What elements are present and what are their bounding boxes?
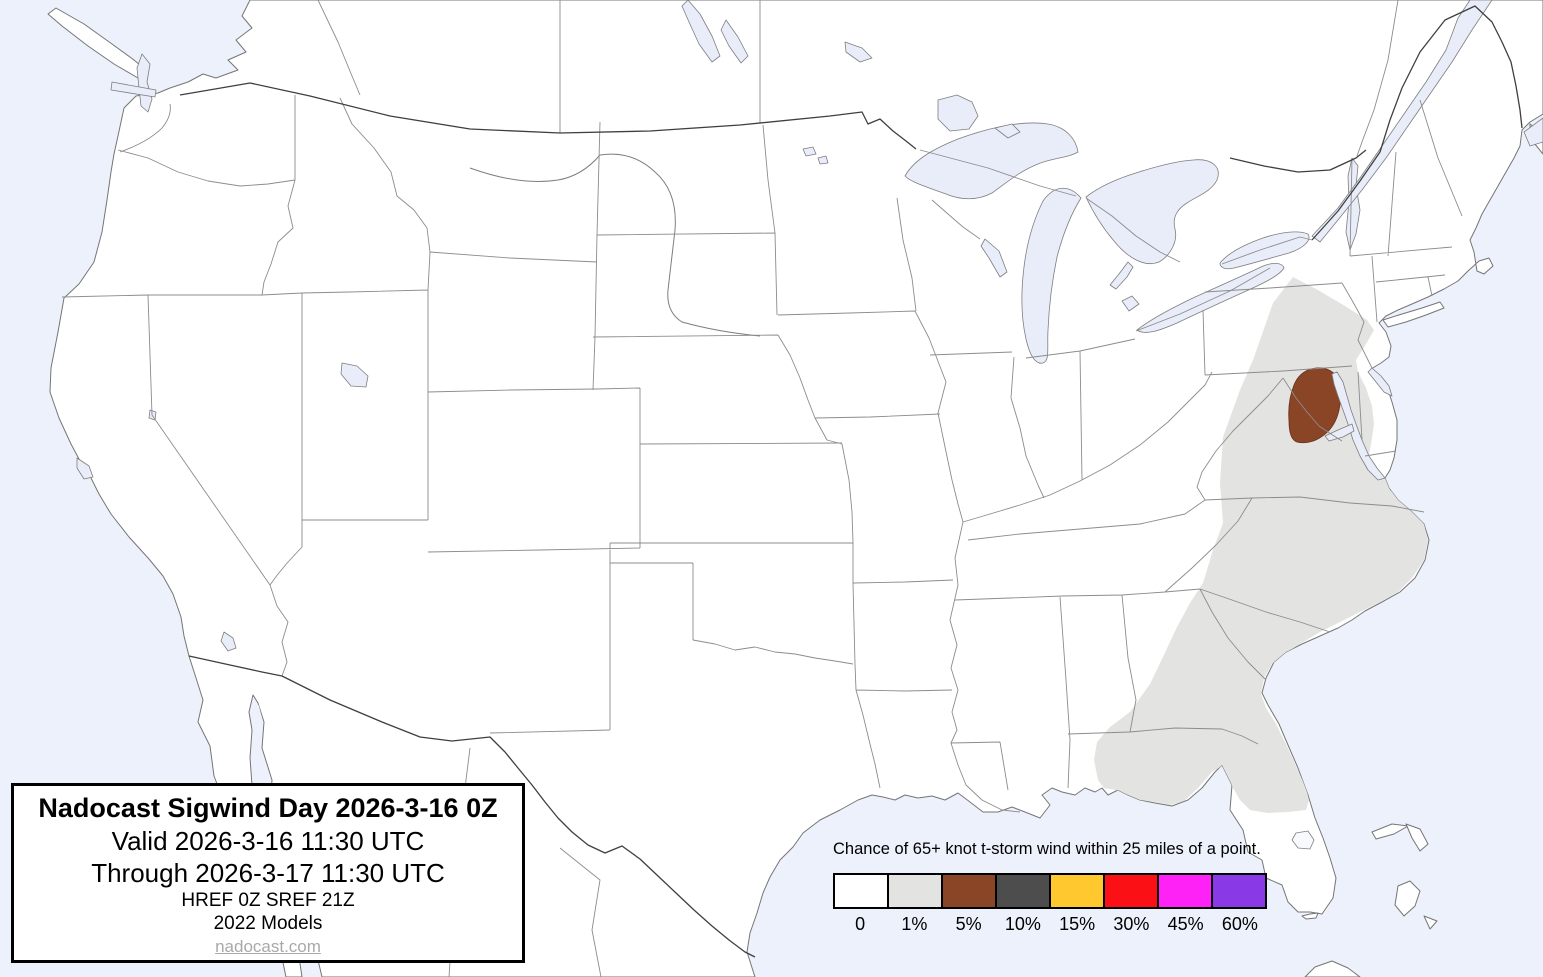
missouri-river-upper <box>469 154 601 182</box>
puget-sound <box>136 53 153 113</box>
lake-champlain <box>1345 157 1361 251</box>
legend-bin-label: 15% <box>1059 914 1096 934</box>
forecast-title-box: Nadocast Sigwind Day 2026-3-16 0Z Valid … <box>11 783 525 963</box>
green-bay <box>980 238 1008 278</box>
nadocast-website-link[interactable]: nadocast.com <box>215 936 321 956</box>
legend-swatch-0 <box>833 873 889 909</box>
legend-labels-row: 0 1% 5% 10% 15% 30% 45% 60% <box>833 914 1267 935</box>
legend-bin-label: 60% <box>1221 914 1258 934</box>
great-salt-lake <box>340 362 369 388</box>
san-francisco-bay <box>76 457 94 480</box>
legend-caption: Chance of 65+ knot t-storm wind within 2… <box>833 840 1261 858</box>
bahamas-island <box>1394 880 1421 917</box>
strait-of-juan-de-fuca <box>110 81 157 98</box>
bay-of-fundy <box>1523 117 1543 147</box>
legend-swatch-45pct <box>1157 873 1213 909</box>
long-island <box>1382 301 1445 328</box>
bahamas-island <box>1423 915 1438 930</box>
international-borders <box>179 5 1523 958</box>
columbia-river <box>119 103 171 153</box>
lake-huron <box>1085 159 1219 264</box>
rainy-lake <box>994 123 1021 139</box>
bahamas-island <box>1371 823 1409 840</box>
chesapeake-bay <box>1331 371 1386 481</box>
legend-bin-label: 30% <box>1113 914 1150 934</box>
minnesota-lake <box>817 155 829 165</box>
florida-keys <box>1301 912 1319 920</box>
salton-sea <box>220 631 237 652</box>
through-time-line: Through 2026-3-17 11:30 UTC <box>91 857 445 888</box>
legend-swatch-5pct <box>941 873 997 909</box>
legend-swatch-10pct <box>995 873 1051 909</box>
cuba-coast <box>1304 960 1361 977</box>
minnesota-lake <box>802 146 817 157</box>
legend-color-bar <box>833 873 1267 909</box>
delaware-bay <box>1367 367 1393 397</box>
lake-st-clair <box>1121 295 1140 312</box>
saginaw-bay <box>1109 261 1134 290</box>
valid-time-line: Valid 2026-3-16 11:30 UTC <box>111 825 425 856</box>
lake-michigan <box>1021 187 1082 364</box>
lakes-and-bays <box>76 0 1543 977</box>
canadian-lake <box>844 41 873 63</box>
legend-bin-label: 5% <box>955 914 982 934</box>
legend-bin-label: 10% <box>1004 914 1041 934</box>
lake-of-the-woods <box>937 94 979 132</box>
legend-bin-label: 0 <box>855 914 866 934</box>
rivers <box>119 103 761 337</box>
legend-swatch-60pct <box>1211 873 1267 909</box>
legend-bin-label: 1% <box>901 914 928 934</box>
lake-superior <box>904 122 1079 200</box>
legend-swatch-30pct <box>1103 873 1159 909</box>
models-year-line: 2022 Models <box>213 912 323 934</box>
legend-bin-label: 45% <box>1167 914 1204 934</box>
bahamas-island <box>1405 823 1429 852</box>
models-run-line: HREF 0Z SREF 21Z <box>181 889 355 911</box>
potomac-estuary <box>1324 423 1355 442</box>
missouri-river-dakotas <box>599 153 761 337</box>
lake-okeechobee <box>1291 830 1315 850</box>
probability-legend: Chance of 65+ knot t-storm wind within 2… <box>833 840 1269 935</box>
legend-swatch-1pct <box>887 873 943 909</box>
lake-winnipeg <box>681 0 721 63</box>
lake-manitoba <box>720 19 749 64</box>
state-borders <box>61 0 1463 977</box>
legend-swatch-15pct <box>1049 873 1105 909</box>
forecast-title: Nadocast Sigwind Day 2026-3-16 0Z <box>38 792 498 823</box>
